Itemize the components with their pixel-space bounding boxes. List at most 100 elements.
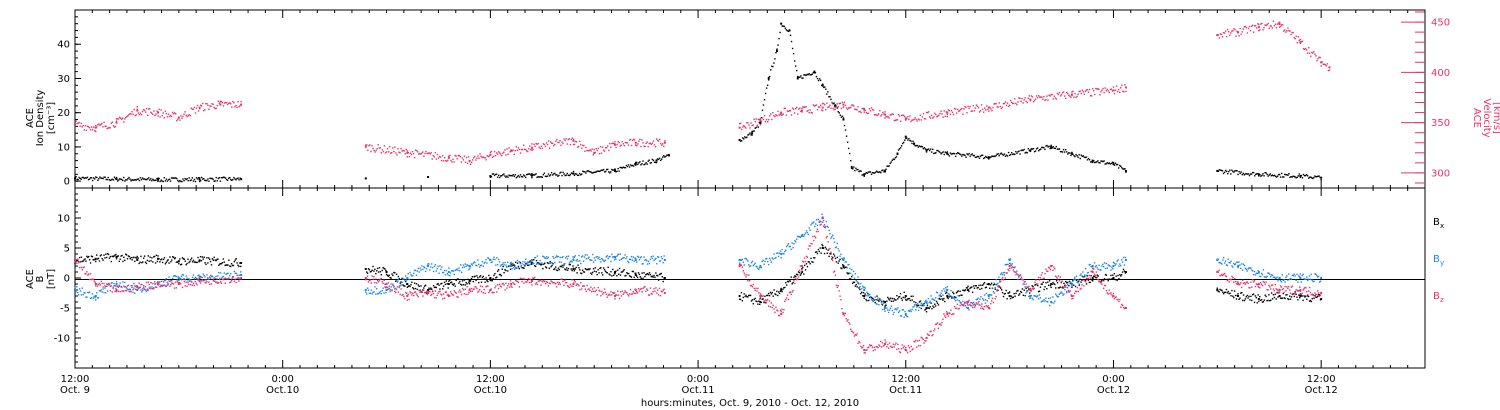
- by-sample: [161, 285, 164, 287]
- velocity-sample: [1243, 26, 1246, 28]
- density-sample: [748, 133, 750, 136]
- bx-sample: [229, 265, 231, 267]
- bx-sample: [507, 265, 510, 268]
- bz-sample: [162, 284, 165, 286]
- by-sample: [78, 288, 81, 290]
- bx-sample: [997, 289, 999, 292]
- bx-sample: [81, 260, 84, 263]
- bx-sample: [605, 271, 608, 273]
- bx-sample: [832, 256, 834, 259]
- bx-sample: [780, 287, 782, 290]
- bx-sample: [946, 296, 949, 299]
- by-sample: [605, 256, 608, 258]
- bx-sample: [84, 258, 86, 260]
- density-sample: [1236, 170, 1238, 172]
- velocity-sample: [841, 101, 844, 104]
- velocity-sample: [548, 147, 551, 149]
- by-sample: [1270, 275, 1272, 278]
- by-sample: [1084, 274, 1086, 276]
- bz-sample: [583, 285, 586, 287]
- velocity-point: [198, 106, 201, 109]
- by-sample: [367, 289, 370, 291]
- velocity-sample: [458, 154, 460, 157]
- bz-sample: [516, 280, 519, 283]
- bz-sample: [396, 286, 399, 288]
- by-sample: [777, 255, 780, 258]
- density-sample: [879, 171, 881, 173]
- by-sample: [507, 261, 509, 263]
- velocity-sample: [1125, 90, 1127, 93]
- velocity-sample: [1098, 88, 1100, 90]
- density-sample: [929, 148, 932, 150]
- bx-sample: [507, 270, 509, 272]
- bx-sample: [77, 259, 79, 261]
- by-sample: [1118, 265, 1120, 267]
- velocity-point: [240, 103, 243, 106]
- by-point: [1237, 265, 1240, 267]
- bx-sample: [879, 298, 881, 300]
- velocity-sample: [850, 106, 852, 108]
- density-sample: [863, 175, 865, 177]
- velocity-sample: [585, 146, 587, 149]
- by-sample: [592, 261, 595, 263]
- by-sample: [868, 294, 870, 296]
- velocity-sample: [911, 119, 913, 121]
- density-sample: [932, 148, 934, 151]
- bx-sample: [226, 264, 228, 266]
- density-sample: [126, 179, 128, 181]
- bx-sample: [1234, 294, 1237, 297]
- density-sample: [114, 178, 117, 180]
- bx-sample: [88, 259, 91, 261]
- by-sample: [371, 293, 373, 295]
- bx-sample: [651, 275, 653, 277]
- density-sample: [1310, 176, 1312, 178]
- density-sample: [1103, 160, 1105, 162]
- velocity-point: [946, 111, 949, 114]
- bx-sample: [953, 292, 955, 295]
- by-sample: [202, 273, 204, 275]
- bx-sample: [809, 262, 811, 265]
- bx-sample: [240, 265, 242, 268]
- bz-sample: [143, 288, 146, 291]
- by-sample: [1246, 270, 1248, 272]
- bz-sample: [444, 291, 447, 294]
- density-sample: [499, 176, 501, 179]
- by-sample: [122, 281, 124, 283]
- velocity-sample: [555, 140, 557, 142]
- velocity-sample: [428, 152, 430, 154]
- bz-sample: [182, 278, 185, 280]
- bz-sample: [521, 280, 523, 283]
- velocity-sample: [1036, 97, 1039, 99]
- bx-sample: [642, 277, 644, 279]
- bz-sample: [441, 294, 443, 296]
- velocity-sample: [367, 149, 369, 151]
- density-sample: [1075, 153, 1077, 156]
- density-sample: [570, 172, 573, 174]
- bx-sample: [595, 271, 598, 273]
- bx-sample: [756, 300, 758, 303]
- bx-sample: [479, 275, 482, 277]
- velocity-sample: [133, 108, 135, 111]
- by-sample: [907, 310, 910, 312]
- density-sample: [541, 176, 544, 178]
- velocity-sample: [652, 140, 655, 142]
- bx-sample: [1247, 297, 1249, 299]
- density-sample: [996, 153, 998, 155]
- by-sample: [1078, 280, 1080, 282]
- velocity-sample: [577, 145, 580, 148]
- bz-sample: [91, 278, 94, 280]
- bz-sample: [526, 280, 529, 282]
- velocity-sample: [1288, 30, 1290, 32]
- by-sample: [952, 296, 954, 298]
- velocity-sample: [203, 109, 205, 112]
- bx-sample: [409, 285, 411, 288]
- velocity-sample: [791, 107, 794, 109]
- by-sample: [79, 290, 82, 292]
- bz-point: [510, 283, 513, 285]
- by-sample: [1020, 278, 1023, 280]
- by-sample: [823, 223, 826, 226]
- by-sample: [913, 305, 915, 308]
- bx-sample: [74, 262, 76, 265]
- velocity-sample: [227, 102, 230, 105]
- by-sample: [923, 304, 925, 307]
